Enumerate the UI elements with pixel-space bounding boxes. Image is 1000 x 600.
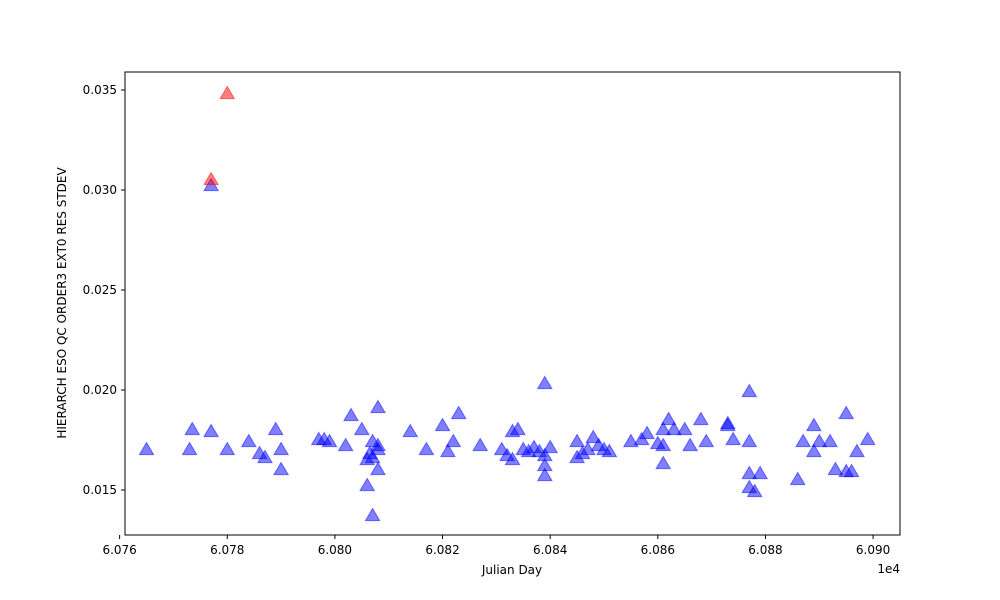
data-point: [536, 375, 553, 390]
data-point: [692, 411, 709, 426]
data-point: [353, 421, 370, 436]
data-point: [655, 437, 672, 452]
data-point: [805, 443, 822, 458]
data-point: [725, 431, 742, 446]
data-point: [746, 483, 763, 498]
data-point: [719, 417, 736, 432]
data-point: [585, 429, 602, 444]
data-point: [240, 433, 257, 448]
data-point: [579, 441, 596, 456]
data-point: [601, 443, 618, 458]
data-point: [805, 417, 822, 432]
data-point: [273, 461, 290, 476]
data-point: [138, 441, 155, 456]
data-point: [445, 433, 462, 448]
data-point: [843, 463, 860, 478]
data-point: [359, 477, 376, 492]
plot-marks: [138, 85, 876, 522]
x-tick-label: 6.080: [318, 543, 352, 557]
data-point: [439, 443, 456, 458]
data-point: [509, 421, 526, 436]
data-point: [660, 411, 677, 426]
data-point: [741, 465, 758, 480]
data-point: [569, 433, 586, 448]
data-point: [655, 455, 672, 470]
data-point: [369, 399, 386, 414]
x-axis-ticks: 6.076 6.078 6.080 6.082 6.084 6.086 6.088 6.090: [102, 535, 890, 557]
x-tick-label: 6.090: [856, 543, 890, 557]
y-axis-label: HIERARCH ESO QC ORDER3 EXT0 RES STDEV: [55, 167, 69, 439]
data-point: [364, 449, 381, 464]
data-point: [752, 465, 769, 480]
y-tick-label: 0.015: [83, 483, 117, 497]
plot-frame: [124, 71, 901, 536]
data-point: [741, 433, 758, 448]
data-point: [343, 407, 360, 422]
data-point: [434, 417, 451, 432]
data-point: [741, 383, 758, 398]
x-tick-label: 6.078: [210, 543, 244, 557]
data-point: [203, 423, 220, 438]
data-point: [859, 431, 876, 446]
x-tick-label: 6.076: [102, 543, 136, 557]
x-tick-label: 6.084: [533, 543, 567, 557]
data-point: [848, 443, 865, 458]
data-point: [795, 433, 812, 448]
data-point: [682, 437, 699, 452]
y-tick-label: 0.035: [83, 83, 117, 97]
data-point: [811, 433, 828, 448]
data-point: [256, 449, 273, 464]
data-point: [450, 405, 467, 420]
data-point: [622, 433, 639, 448]
y-tick-label: 0.030: [83, 183, 117, 197]
data-point: [337, 437, 354, 452]
x-tick-label: 6.082: [425, 543, 459, 557]
data-point: [219, 441, 236, 456]
x-tick-label: 6.086: [641, 543, 675, 557]
x-tick-label: 6.088: [748, 543, 782, 557]
data-point: [219, 85, 236, 100]
data-point: [267, 421, 284, 436]
data-point: [838, 405, 855, 420]
data-point: [418, 441, 435, 456]
data-point: [827, 461, 844, 476]
data-point: [542, 439, 559, 454]
data-point: [181, 441, 198, 456]
data-point: [364, 507, 381, 522]
data-point: [665, 421, 682, 436]
data-point: [402, 423, 419, 438]
y-tick-label: 0.025: [83, 283, 117, 297]
x-axis-offset-label: 1e4: [877, 562, 900, 576]
data-point: [321, 433, 338, 448]
data-point: [369, 461, 386, 476]
data-point: [184, 421, 201, 436]
data-point: [789, 471, 806, 486]
data-point: [369, 441, 386, 456]
data-point: [698, 433, 715, 448]
data-point: [536, 467, 553, 482]
data-point: [676, 421, 693, 436]
data-point: [472, 437, 489, 452]
data-point: [504, 451, 521, 466]
y-tick-label: 0.020: [83, 383, 117, 397]
data-point: [203, 171, 220, 186]
data-point: [655, 421, 672, 436]
data-point: [273, 441, 290, 456]
y-axis-ticks: 0.015 0.020 0.025 0.030 0.035: [83, 83, 125, 497]
x-axis-label: Julian Day: [481, 563, 542, 577]
data-point: [822, 433, 839, 448]
data-point: [639, 425, 656, 440]
